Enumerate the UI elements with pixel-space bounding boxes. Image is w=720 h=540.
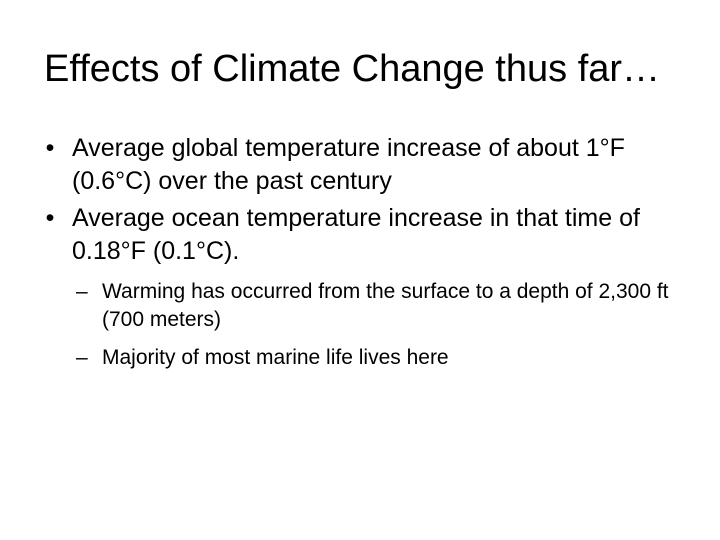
bullet-item: • Average ocean temperature increase in … <box>36 202 696 268</box>
bullet-marker: • <box>45 204 55 232</box>
sub-bullet-marker: – <box>76 280 88 303</box>
sub-bullet-list: – Warming has occurred from the surface … <box>76 278 696 372</box>
sub-bullet-marker: – <box>76 346 88 369</box>
sub-bullet-text: Majority of most marine life lives here <box>102 346 449 369</box>
bullet-item: • Average global temperature increase of… <box>36 132 696 198</box>
bullet-text: Average global temperature increase of a… <box>72 134 625 195</box>
bullet-text: Average ocean temperature increase in th… <box>72 204 640 265</box>
slide-body: • Average global temperature increase of… <box>36 132 696 382</box>
sub-bullet-text: Warming has occurred from the surface to… <box>102 280 669 331</box>
bullet-marker: • <box>45 134 55 162</box>
slide-title: Effects of Climate Change thus far… <box>44 48 661 90</box>
sub-bullet-item: – Warming has occurred from the surface … <box>76 278 696 334</box>
sub-bullet-item: – Majority of most marine life lives her… <box>76 344 696 372</box>
